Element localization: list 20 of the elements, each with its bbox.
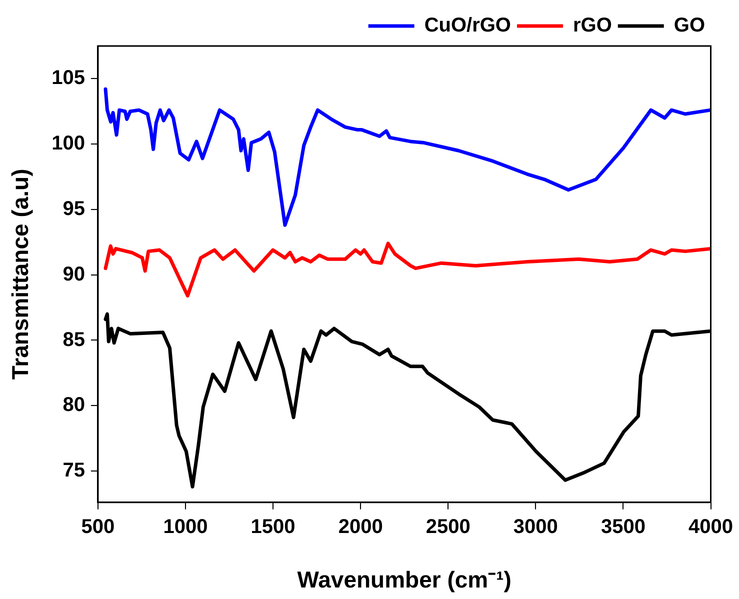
legend-label: CuO/rGO bbox=[424, 14, 511, 37]
legend-label: rGO bbox=[572, 14, 612, 37]
y-tick-label: 80 bbox=[62, 394, 85, 416]
x-tick-label: 1000 bbox=[163, 516, 208, 538]
y-tick-label: 85 bbox=[62, 328, 85, 351]
x-tick-label: 2000 bbox=[338, 516, 383, 538]
y-tick-label: 95 bbox=[62, 198, 85, 220]
x-tick-label: 2500 bbox=[426, 516, 470, 538]
x-tick-label: 4000 bbox=[688, 516, 734, 538]
y-tick-label: 100 bbox=[52, 132, 85, 155]
y-tick-label: 75 bbox=[62, 460, 85, 482]
x-tick-label: 3500 bbox=[600, 516, 646, 538]
x-tick-label: 3000 bbox=[513, 516, 558, 538]
y-tick-label: 105 bbox=[52, 67, 85, 90]
y-tick-label: 90 bbox=[62, 263, 85, 286]
x-tick-label: 1500 bbox=[250, 516, 296, 538]
x-tick-label: 500 bbox=[81, 516, 115, 538]
legend-label: GO bbox=[674, 14, 706, 37]
x-axis-title: Wavenumber (cm⁻¹) bbox=[297, 566, 512, 593]
y-axis-title: Transmittance (a.u) bbox=[7, 168, 34, 380]
